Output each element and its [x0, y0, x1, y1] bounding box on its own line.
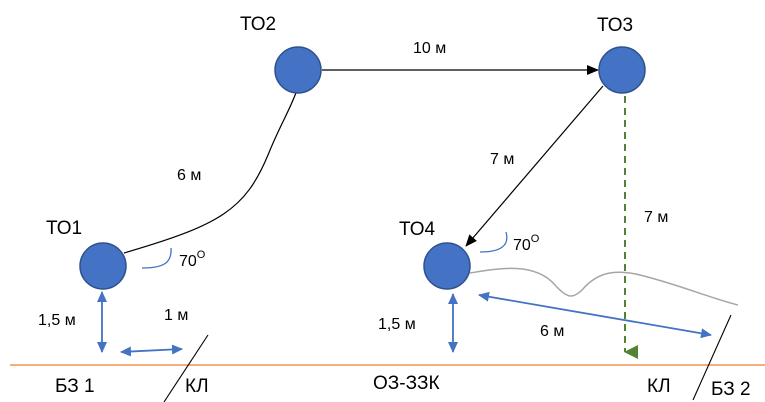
node-to1 [79, 242, 127, 290]
arrow-to3-to4 [465, 85, 604, 247]
angle-arc-to4 [479, 231, 508, 253]
ground-label-kl-left: КЛ [185, 376, 209, 397]
node-label-to2: ТО2 [240, 14, 276, 35]
distance-label-to2-to3: 10 м [413, 40, 446, 57]
node-to2 [274, 46, 322, 94]
angle-label-to1: 70О [179, 249, 206, 270]
distance-label-to3-to4: 7 м [490, 151, 514, 168]
node-to3 [598, 46, 646, 94]
distance-label-to1-height: 1,5 м [38, 312, 76, 329]
cable-to1-to2 [123, 89, 298, 254]
gray-cable [469, 267, 739, 306]
angle-label-to4: 70О [513, 233, 540, 254]
ground-label-bz2: БЗ 2 [711, 379, 751, 400]
distance-label-to1-to2: 6 м [177, 167, 201, 184]
ground-label-kl-right: КЛ [647, 376, 671, 397]
node-to4 [423, 242, 471, 290]
distance-label-to3-down: 7 м [644, 209, 668, 226]
dim-arrow-to4-right [478, 291, 712, 339]
ground-label-bz1: БЗ 1 [55, 376, 95, 397]
distance-label-to4-right: 6 м [540, 323, 564, 340]
ground-label-oz-zzk: ОЗ-ЗЗК [373, 373, 440, 394]
cable-line-right [692, 314, 732, 401]
node-label-to1: ТО1 [46, 218, 82, 239]
node-label-to3: ТО3 [597, 15, 633, 36]
distance-label-to4-height: 1,5 м [378, 316, 416, 333]
distance-label-to1-offset: 1 м [164, 307, 188, 324]
angle-arc-to1 [141, 247, 172, 269]
cable-line-left [163, 334, 209, 402]
node-label-to4: ТО4 [399, 219, 436, 240]
dim-arrow-to1-offset [120, 344, 183, 357]
